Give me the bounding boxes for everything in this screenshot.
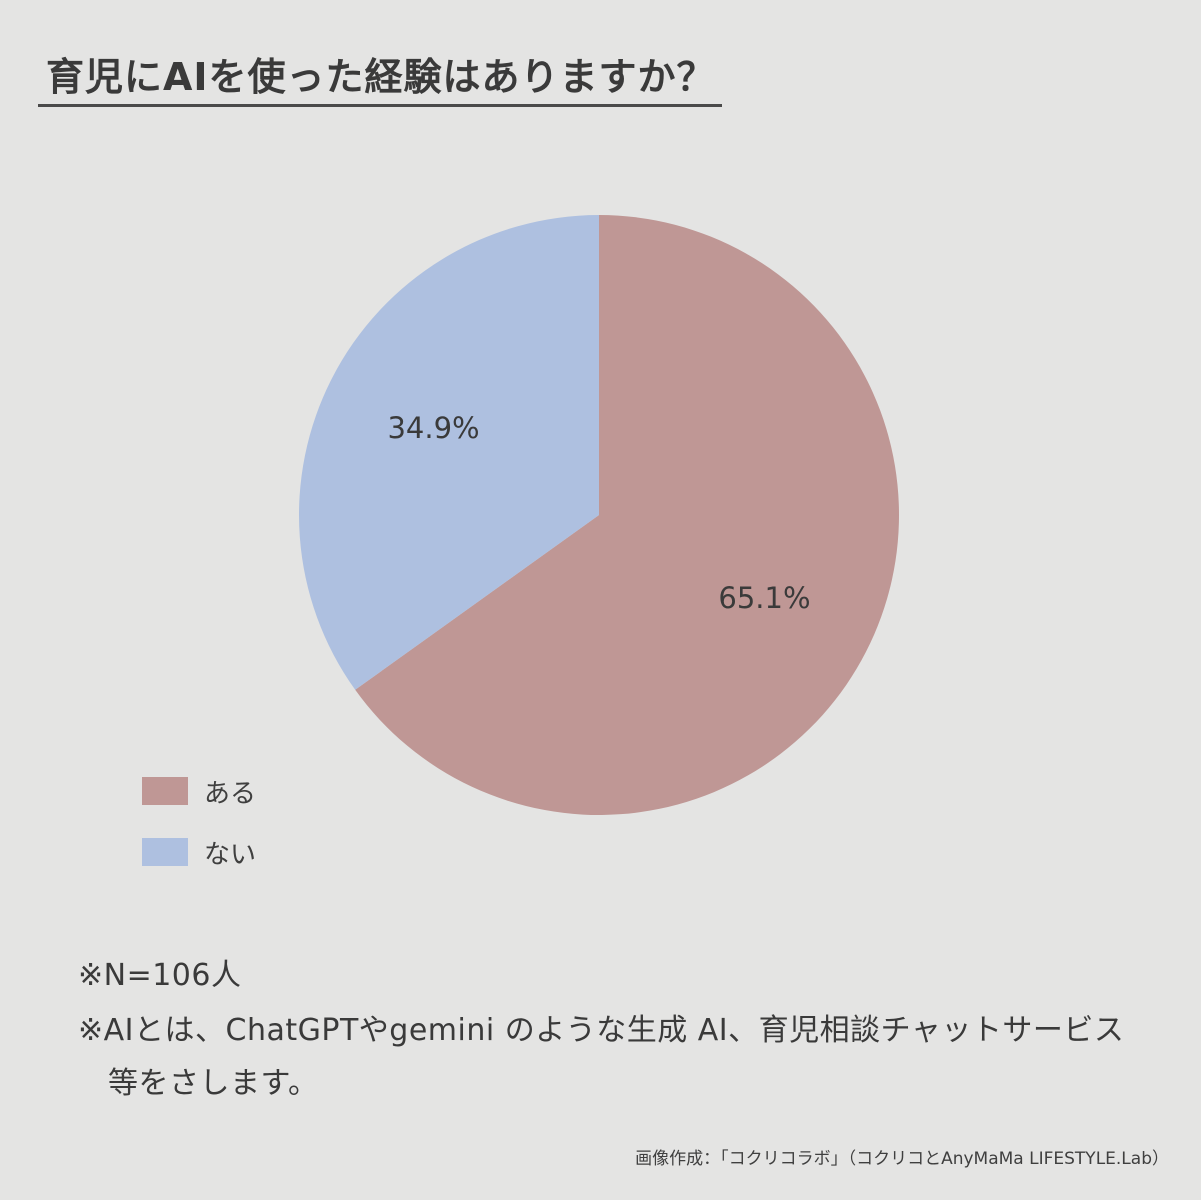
legend-item-nai: ない [142, 837, 256, 870]
title-underline: 育児にAIを使った経験はありますか？ [38, 38, 722, 107]
pie-label-aru: 65.1% [718, 581, 810, 615]
note-definition-line2: 等をさします。 [108, 1066, 319, 1101]
legend-label-nai: ない [204, 839, 257, 870]
note-sample-size: ※N=106人 [78, 958, 242, 993]
legend-item-aru: ある [142, 776, 256, 809]
note-definition-line1: ※AIとは、ChatGPTやgemini のような生成 AI、育児相談チャットサ… [78, 1013, 1125, 1048]
chart-title: 育児にAIを使った経験はありますか？ [46, 55, 716, 99]
legend-swatch-aru [142, 777, 188, 805]
source-credit: 画像作成：「コクリコラボ」（コクリコとAnyMaMa LIFESTYLE.Lab… [635, 1149, 1169, 1169]
legend-swatch-nai [142, 838, 188, 866]
pie-label-nai: 34.9% [387, 411, 479, 445]
pie-slice-nai [299, 215, 599, 690]
legend-label-aru: ある [204, 778, 257, 809]
pie-slice-aru [355, 215, 899, 815]
